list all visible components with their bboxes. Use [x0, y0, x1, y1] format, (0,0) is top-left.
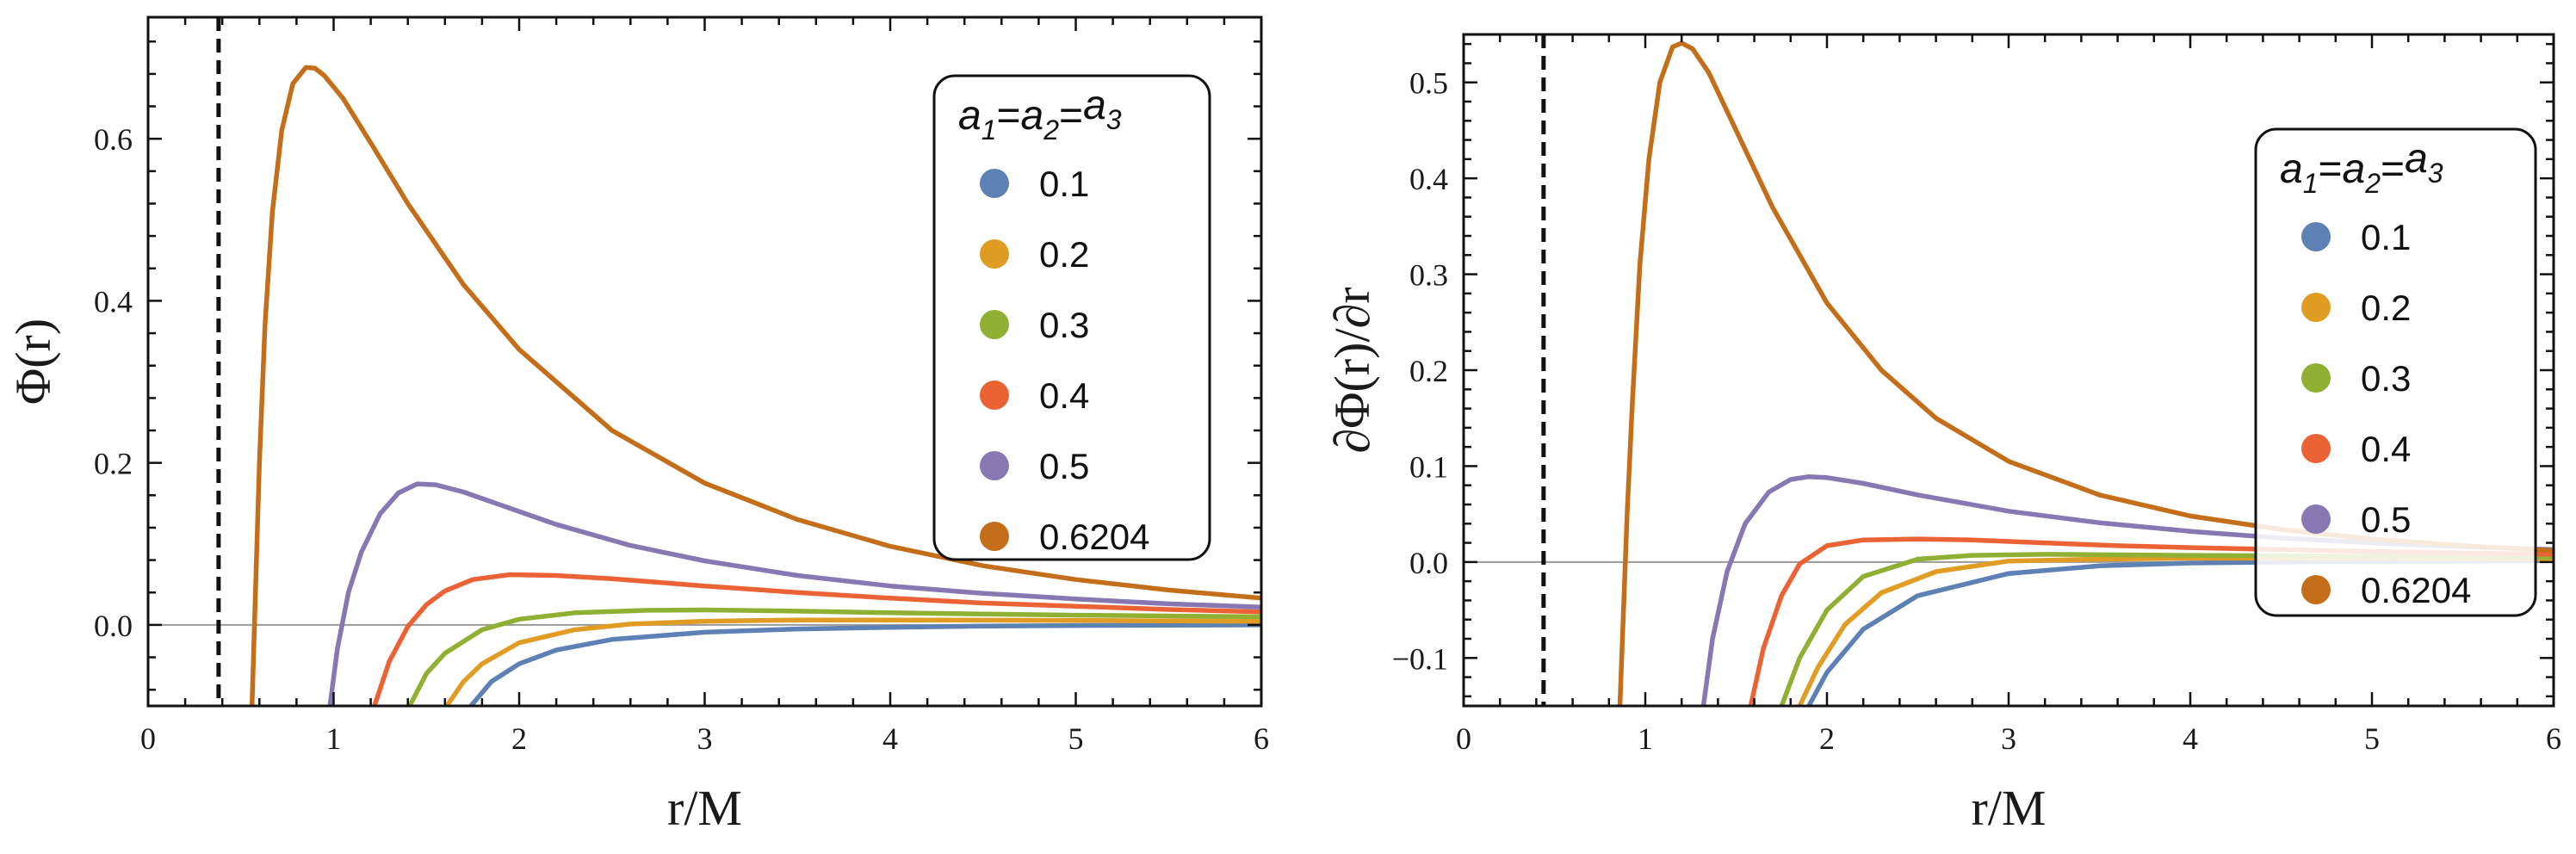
legend-swatch-0.2: [2301, 293, 2331, 322]
y-tick-label: 0.0: [94, 609, 133, 643]
series-line-0.6204: [1617, 40, 2554, 706]
legend-swatch-0.5: [980, 451, 1009, 480]
y-tick-label: 0.4: [1409, 162, 1448, 196]
y-tick-label: 0.3: [1409, 258, 1448, 293]
legend-title-var: a: [1021, 93, 1044, 139]
y-tick-label: 0.5: [1409, 66, 1448, 101]
legend-swatch-0.6204: [980, 522, 1009, 551]
x-axis-title: r/M: [1972, 780, 2047, 836]
legend-swatch-0.6204: [2301, 575, 2331, 604]
legend-swatch-0.5: [2301, 504, 2331, 534]
series-line-0.6204: [249, 65, 1261, 706]
legend-title-sub: 2: [2364, 168, 2381, 199]
legend-title-equals: =: [2381, 146, 2405, 192]
legend-label-0.6204: 0.6204: [2361, 570, 2471, 610]
y-tick-label: −0.1: [1392, 641, 1448, 676]
series-line-0.5: [327, 481, 1261, 706]
legend: a1=a2=a30.10.20.30.40.50.6204: [2254, 127, 2537, 617]
series-line-0.2: [444, 617, 1261, 706]
series-line-0.4: [372, 572, 1261, 706]
x-tick-label: 3: [697, 721, 713, 756]
legend-label-0.3: 0.3: [2361, 358, 2411, 399]
x-tick-label: 5: [1068, 721, 1084, 756]
legend-title-sub: 2: [1043, 114, 1059, 145]
legend-box: [932, 74, 1211, 561]
legend-swatch-0.4: [2301, 434, 2331, 463]
legend-swatch-0.1: [2301, 222, 2331, 251]
x-tick-label: 6: [2546, 721, 2561, 756]
x-tick-label: 3: [2001, 721, 2016, 756]
legend-swatch-0.3: [980, 310, 1009, 339]
x-tick-label: 2: [511, 721, 527, 756]
y-tick-label: 0.2: [1409, 354, 1448, 388]
legend-label-0.4: 0.4: [1039, 375, 1089, 416]
legend-title-sub: 1: [2303, 168, 2319, 199]
y-tick-label: 0.6: [94, 122, 133, 157]
x-tick-label: 0: [140, 721, 156, 756]
legend-label-0.2: 0.2: [1039, 234, 1089, 275]
x-tick-label: 1: [1638, 721, 1653, 756]
x-tick-label: 5: [2364, 721, 2380, 756]
series-line-0.1: [468, 622, 1261, 706]
legend-title-var: a: [2343, 146, 2366, 192]
series-group: [249, 65, 1261, 706]
left-chart-panel: 0 1 2 3 4 5 60.00.20.40.6r/MΦ(r)a1=a2=a30.10.2…: [5, 15, 1269, 836]
y-tick-label: 0.1: [1409, 449, 1448, 484]
x-tick-label: 4: [2183, 721, 2198, 756]
legend-title-equals: =: [997, 93, 1021, 139]
legend: a1=a2=a30.10.20.30.40.50.6204: [932, 74, 1211, 561]
y-axis-title: ∂Φ(r)/∂r: [1324, 287, 1380, 453]
legend-swatch-0.3: [2301, 363, 2331, 393]
legend-label-0.4: 0.4: [2361, 429, 2411, 469]
x-tick-label: 2: [1819, 721, 1835, 756]
legend-title-equals: =: [1059, 93, 1083, 139]
legend-label-0.1: 0.1: [1039, 164, 1089, 204]
y-tick-label: 0.2: [94, 447, 133, 481]
legend-title-sub: 1: [981, 114, 997, 145]
legend-title-equals: =: [2319, 146, 2343, 192]
legend-swatch-0.4: [980, 381, 1009, 410]
x-tick-label: 4: [882, 721, 898, 756]
legend-title-var: a: [2280, 146, 2303, 192]
legend-label-0.2: 0.2: [2361, 288, 2411, 328]
legend-title: a1=a2=a3: [958, 83, 1122, 145]
y-axis-title: Φ(r): [5, 319, 61, 405]
legend-label-0.5: 0.5: [2361, 499, 2411, 540]
x-tick-label: 0: [1456, 721, 1471, 756]
x-tick-label: 6: [1254, 721, 1269, 756]
legend-label-0.1: 0.1: [2361, 217, 2411, 257]
legend-label-0.3: 0.3: [1039, 305, 1089, 345]
legend-title-sub: 3: [1106, 104, 1122, 135]
y-tick-label: 0.4: [94, 284, 133, 319]
x-axis-title: r/M: [667, 780, 742, 836]
series-line-0.3: [407, 607, 1261, 706]
legend-box: [2254, 127, 2537, 617]
legend-title-var: a: [958, 93, 981, 139]
x-tick-label: 1: [326, 721, 342, 756]
legend-title-sub: 3: [2428, 158, 2443, 189]
legend-title: a1=a2=a3: [2280, 136, 2443, 199]
legend-label-0.6204: 0.6204: [1039, 517, 1149, 557]
right-chart-panel: 0 1 2 3 4 5 6 −0.1 0.0 0.1 0.2 0.3 0.4 0.5 r/M ∂Φ(r)/∂r…: [1324, 33, 2561, 836]
legend-label-0.5: 0.5: [1039, 446, 1089, 486]
legend-swatch-0.2: [980, 239, 1009, 269]
legend-title-var: a: [1083, 83, 1106, 128]
y-tick-label: 0.0: [1409, 546, 1448, 580]
legend-swatch-0.1: [980, 169, 1009, 198]
legend-title-var: a: [2405, 136, 2428, 182]
